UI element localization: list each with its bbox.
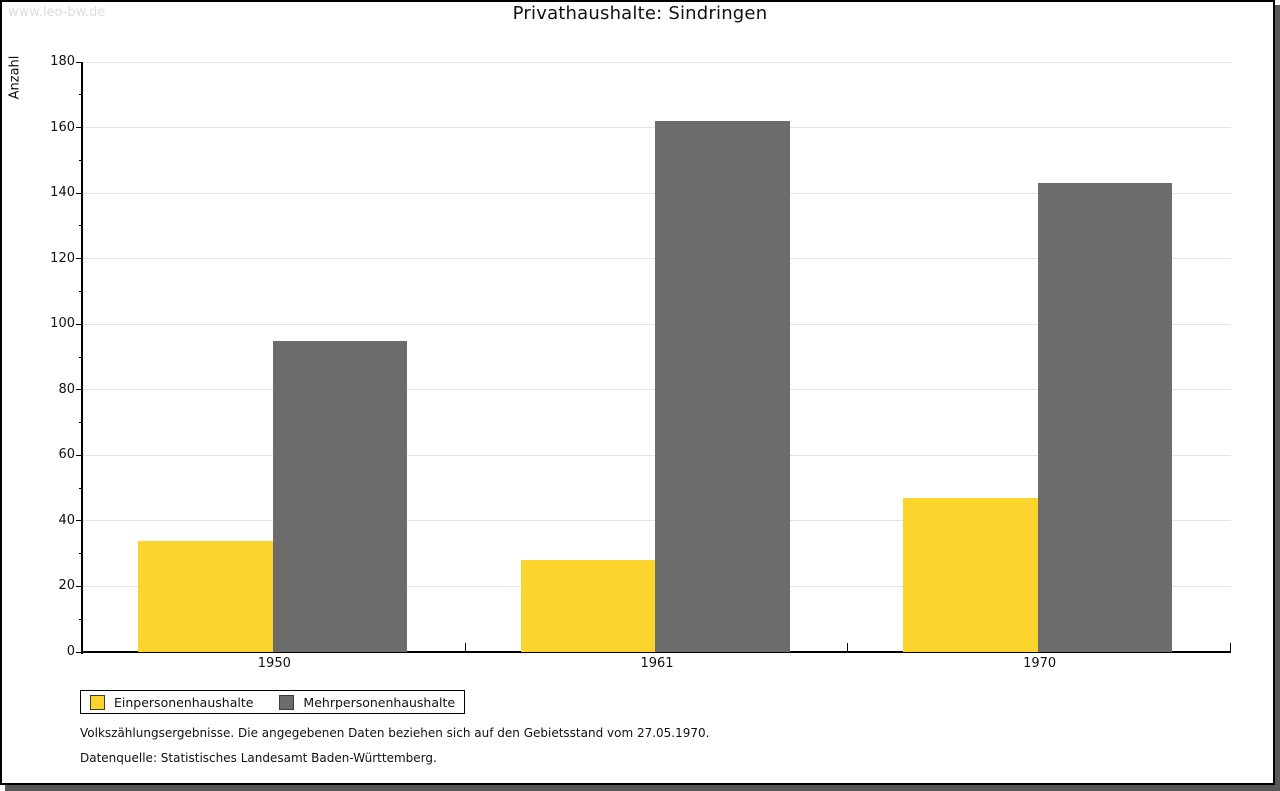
y-tick-label: 20 xyxy=(58,578,75,594)
y-major-tick xyxy=(76,323,83,325)
y-tick-label: 160 xyxy=(50,119,75,135)
y-tick-label: 80 xyxy=(58,381,75,397)
y-major-tick xyxy=(76,651,83,653)
y-tick-label: 0 xyxy=(66,644,75,659)
y-tick-label: 100 xyxy=(50,316,75,332)
y-major-tick xyxy=(76,520,83,522)
legend-swatch-mehrpersonenhaushalte xyxy=(279,694,295,710)
footnote-gebietsstand: Volkszählungsergebnisse. Die angegebenen… xyxy=(80,726,710,740)
legend-label-mehrpersonenhaushalte: Mehrpersonenhaushalte xyxy=(303,694,456,710)
legend-swatch-einpersonenhaushalte xyxy=(90,694,105,710)
bar-einpersonenhaushalte-1970 xyxy=(903,497,1038,652)
y-major-tick xyxy=(76,61,83,63)
x-axis-line xyxy=(81,651,1231,653)
bar-einpersonenhaushalte-1950 xyxy=(138,540,273,652)
legend: Einpersonenhaushalte Mehrpersonenhaushal… xyxy=(80,690,466,714)
bar-mehrpersonenhaushalte-1950 xyxy=(272,340,407,652)
y-major-tick xyxy=(76,192,83,194)
y-tick-label: 140 xyxy=(50,185,75,201)
bar-mehrpersonenhaushalte-1961 xyxy=(655,121,790,652)
y-major-tick xyxy=(76,454,83,456)
y-tick-label: 120 xyxy=(50,250,75,266)
y-major-tick xyxy=(76,258,83,260)
chart-title: Privathaushalte: Sindringen xyxy=(512,3,768,24)
y-axis-line xyxy=(81,62,83,654)
y-tick-label: 180 xyxy=(50,54,75,69)
x-tick-label: 1961 xyxy=(640,656,674,671)
y-major-tick xyxy=(76,127,83,129)
y-tick-label: 60 xyxy=(58,447,75,463)
x-boundary-tick xyxy=(464,643,466,652)
gridline xyxy=(83,61,1231,63)
x-boundary-tick xyxy=(847,643,849,652)
x-tick-label: 1950 xyxy=(257,656,291,671)
bar-einpersonenhaushalte-1961 xyxy=(520,560,656,652)
frame-shadow-right xyxy=(1275,5,1280,791)
y-major-tick xyxy=(76,389,83,391)
y-tick-label: 40 xyxy=(58,512,75,528)
y-major-tick xyxy=(76,585,83,587)
footnote-datenquelle: Datenquelle: Statistisches Landesamt Bad… xyxy=(80,751,437,765)
frame-shadow-bottom xyxy=(5,785,1280,791)
legend-label-einpersonenhaushalte: Einpersonenhaushalte xyxy=(114,694,254,710)
legend-item-mehrpersonenhaushalte: Mehrpersonenhaushalte xyxy=(279,694,456,710)
x-tick-label: 1970 xyxy=(1023,656,1057,671)
legend-item-einpersonenhaushalte: Einpersonenhaushalte xyxy=(90,694,254,710)
bar-mehrpersonenhaushalte-1970 xyxy=(1037,183,1173,652)
x-boundary-tick xyxy=(1230,643,1231,652)
watermark-text: www.leo-bw.de xyxy=(8,5,106,20)
